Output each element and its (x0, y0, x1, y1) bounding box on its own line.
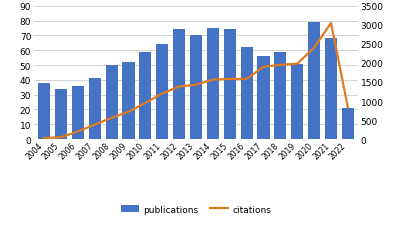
citations (244, 78, 249, 81)
citations (177, 86, 182, 88)
citations (58, 136, 63, 139)
citations (160, 93, 165, 95)
Bar (173, 30, 185, 140)
Bar (291, 64, 303, 140)
Bar (308, 23, 320, 140)
Legend: publications, citations: publications, citations (118, 201, 274, 217)
Bar (106, 66, 118, 140)
citations (194, 84, 198, 87)
Line: citations: citations (44, 24, 348, 138)
citations (109, 117, 114, 120)
Bar (38, 83, 50, 140)
citations (210, 79, 215, 82)
Bar (139, 52, 152, 140)
Bar (207, 29, 219, 140)
Bar (342, 108, 354, 140)
citations (261, 66, 266, 69)
citations (329, 22, 334, 25)
citations (126, 111, 131, 114)
citations (295, 63, 300, 66)
citations (92, 124, 97, 126)
Bar (274, 52, 286, 140)
Bar (325, 39, 337, 140)
citations (278, 64, 283, 67)
Bar (156, 45, 168, 140)
Bar (89, 79, 101, 140)
citations (42, 137, 46, 140)
Bar (190, 36, 202, 140)
Bar (224, 30, 236, 140)
Bar (258, 57, 270, 140)
citations (346, 107, 350, 109)
citations (76, 130, 80, 133)
Bar (240, 48, 253, 140)
citations (143, 102, 148, 105)
citations (227, 78, 232, 81)
Bar (55, 89, 67, 140)
Bar (122, 63, 134, 140)
citations (312, 47, 316, 50)
Bar (72, 86, 84, 140)
